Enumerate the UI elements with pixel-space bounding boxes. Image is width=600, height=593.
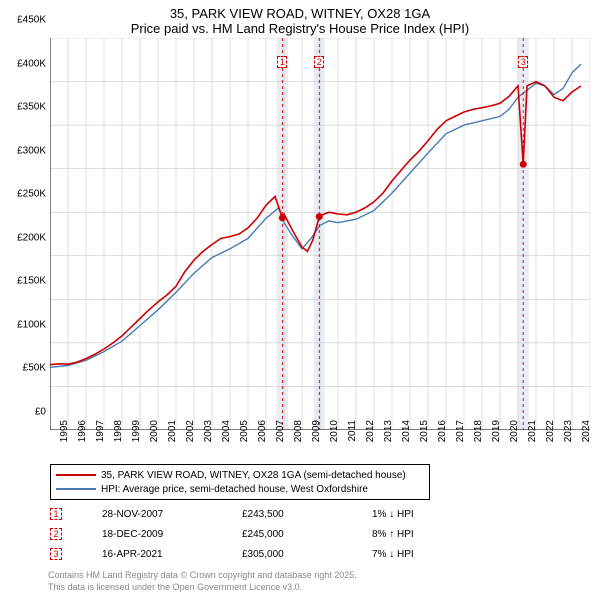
x-tick-label: 2011 xyxy=(347,420,358,442)
x-tick-label: 2021 xyxy=(527,420,538,442)
credits-line-1: Contains HM Land Registry data © Crown c… xyxy=(48,570,590,582)
event-change: 8% ↑ HPI xyxy=(372,529,482,540)
x-tick-label: 2005 xyxy=(239,420,250,442)
x-tick-label: 2010 xyxy=(329,420,340,442)
event-marker-box: 3 xyxy=(50,548,62,560)
y-tick-label: £350K xyxy=(17,102,46,113)
x-tick-label: 2008 xyxy=(293,420,304,442)
x-tick-label: 2001 xyxy=(167,420,178,442)
event-date: 18-DEC-2009 xyxy=(102,529,242,540)
event-marker-box: 1 xyxy=(50,508,62,520)
x-tick-label: 2020 xyxy=(509,420,520,442)
x-tick-label: 2003 xyxy=(203,420,214,442)
legend-row: HPI: Average price, semi-detached house,… xyxy=(56,482,424,496)
x-axis-labels: 1995 1996 1997 1998 1999 2000 2001 2002 2003 2004… xyxy=(50,418,590,448)
x-tick-label: 2009 xyxy=(311,420,322,442)
y-tick-label: £100K xyxy=(17,319,46,330)
x-tick-label: 2023 xyxy=(563,420,574,442)
title-line-2: Price paid vs. HM Land Registry's House … xyxy=(0,21,600,36)
legend-swatch xyxy=(56,474,96,476)
x-tick-label: 1996 xyxy=(77,420,88,442)
legend-label: HPI: Average price, semi-detached house,… xyxy=(101,484,368,495)
y-tick-label: £450K xyxy=(17,15,46,26)
y-tick-label: £400K xyxy=(17,58,46,69)
x-tick-label: 2006 xyxy=(257,420,268,442)
x-tick-label: 2017 xyxy=(455,420,466,442)
y-tick-label: £200K xyxy=(17,232,46,243)
chart-event-marker-3: 3 xyxy=(518,56,528,68)
x-tick-label: 2019 xyxy=(491,420,502,442)
legend-swatch xyxy=(56,488,96,490)
x-tick-label: 2007 xyxy=(275,420,286,442)
event-marker-box: 2 xyxy=(50,528,62,540)
events-table: 1 28-NOV-2007£243,5001% ↓ HPI 2 18-DEC-2009… xyxy=(50,504,590,564)
x-tick-label: 1998 xyxy=(113,420,124,442)
y-tick-label: £300K xyxy=(17,145,46,156)
event-row: 2 18-DEC-2009£245,0008% ↑ HPI xyxy=(50,524,590,544)
event-row: 3 16-APR-2021£305,0007% ↓ HPI xyxy=(50,544,590,564)
chart-area: 1 2 3 xyxy=(50,38,590,430)
legend-row: 35, PARK VIEW ROAD, WITNEY, OX28 1GA (se… xyxy=(56,468,424,482)
x-tick-label: 1995 xyxy=(59,420,70,442)
x-tick-label: 2015 xyxy=(419,420,430,442)
title-line-1: 35, PARK VIEW ROAD, WITNEY, OX28 1GA xyxy=(0,6,600,21)
y-tick-label: £150K xyxy=(17,276,46,287)
x-tick-label: 2022 xyxy=(545,420,556,442)
event-change: 1% ↓ HPI xyxy=(372,509,482,520)
chart-event-marker-2: 2 xyxy=(314,56,324,68)
event-change: 7% ↓ HPI xyxy=(372,549,482,560)
legend-label: 35, PARK VIEW ROAD, WITNEY, OX28 1GA (se… xyxy=(101,470,406,481)
chart-event-marker-1: 1 xyxy=(277,56,287,68)
event-date: 28-NOV-2007 xyxy=(102,509,242,520)
x-tick-label: 1999 xyxy=(131,420,142,442)
event-price: £305,000 xyxy=(242,549,372,560)
event-price: £245,000 xyxy=(242,529,372,540)
x-tick-label: 2004 xyxy=(221,420,232,442)
x-tick-label: 2014 xyxy=(401,420,412,442)
credits-line-2: This data is licensed under the Open Gov… xyxy=(48,582,590,593)
x-tick-label: 2000 xyxy=(149,420,160,442)
x-tick-label: 2012 xyxy=(365,420,376,442)
x-tick-label: 2002 xyxy=(185,420,196,442)
y-tick-label: £0 xyxy=(35,407,46,418)
y-tick-label: £50K xyxy=(23,363,46,374)
y-axis-labels: £0£50K£100K£150K£200K£250K£300K£350K£400… xyxy=(0,20,48,412)
x-tick-label: 1997 xyxy=(95,420,106,442)
y-tick-label: £250K xyxy=(17,189,46,200)
chart-title-block: 35, PARK VIEW ROAD, WITNEY, OX28 1GA Pri… xyxy=(0,0,600,38)
legend: 35, PARK VIEW ROAD, WITNEY, OX28 1GA (se… xyxy=(50,464,430,500)
chart-svg xyxy=(50,38,590,430)
x-tick-label: 2024 xyxy=(581,420,592,442)
x-tick-label: 2013 xyxy=(383,420,394,442)
event-date: 16-APR-2021 xyxy=(102,549,242,560)
x-tick-label: 2018 xyxy=(473,420,484,442)
event-price: £243,500 xyxy=(242,509,372,520)
event-row: 1 28-NOV-2007£243,5001% ↓ HPI xyxy=(50,504,590,524)
x-tick-label: 2016 xyxy=(437,420,448,442)
